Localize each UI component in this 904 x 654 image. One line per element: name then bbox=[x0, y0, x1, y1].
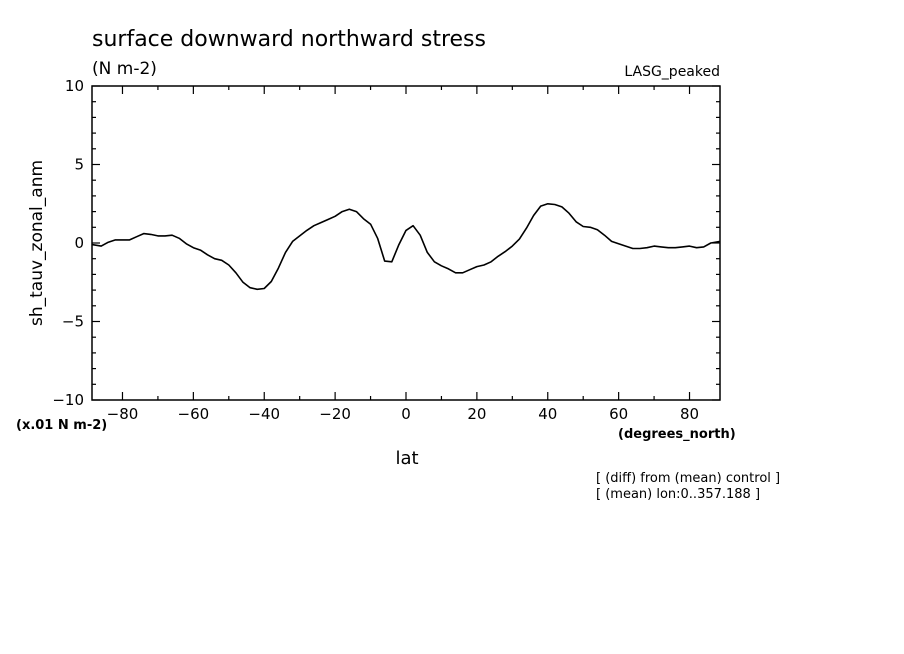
chart-subtitle: (N m-2) bbox=[92, 59, 157, 79]
footnote-mean: [ (mean) lon:0..357.188 ] bbox=[596, 487, 760, 502]
y-scale-note: (x.01 N m-2) bbox=[16, 418, 107, 433]
chart-title: surface downward northward stress bbox=[92, 27, 486, 52]
y-tick-label: 0 bbox=[74, 234, 84, 252]
tick-labels: −80 −60 −40 −20 0 20 40 60 80 −10 −5 0 5 10 bbox=[52, 77, 699, 423]
axis-ticks bbox=[92, 85, 720, 401]
x-tick-label: −60 bbox=[178, 405, 210, 423]
footnote-diff: [ (diff) from (mean) control ] bbox=[596, 471, 780, 486]
x-tick-label: −80 bbox=[107, 405, 139, 423]
y-tick-label: −10 bbox=[52, 391, 84, 409]
data-series bbox=[91, 203, 721, 291]
x-units-label: (degrees_north) bbox=[618, 427, 736, 442]
x-tick-label: −40 bbox=[248, 405, 280, 423]
x-tick-label: 0 bbox=[401, 405, 411, 423]
x-tick-label: −20 bbox=[319, 405, 351, 423]
y-tick-label: −5 bbox=[62, 313, 84, 331]
x-tick-label: 60 bbox=[609, 405, 628, 423]
y-axis-label: sh_tauv_zonal_anm bbox=[27, 160, 47, 326]
series-line-0 bbox=[91, 203, 721, 291]
chart-tag: LASG_peaked bbox=[624, 64, 720, 80]
y-tick-label: 5 bbox=[74, 156, 84, 174]
x-tick-label: 80 bbox=[680, 405, 699, 423]
x-axis-label: lat bbox=[395, 448, 418, 469]
x-tick-label: 40 bbox=[538, 405, 557, 423]
y-tick-label: 10 bbox=[65, 77, 84, 95]
x-tick-label: 20 bbox=[467, 405, 486, 423]
